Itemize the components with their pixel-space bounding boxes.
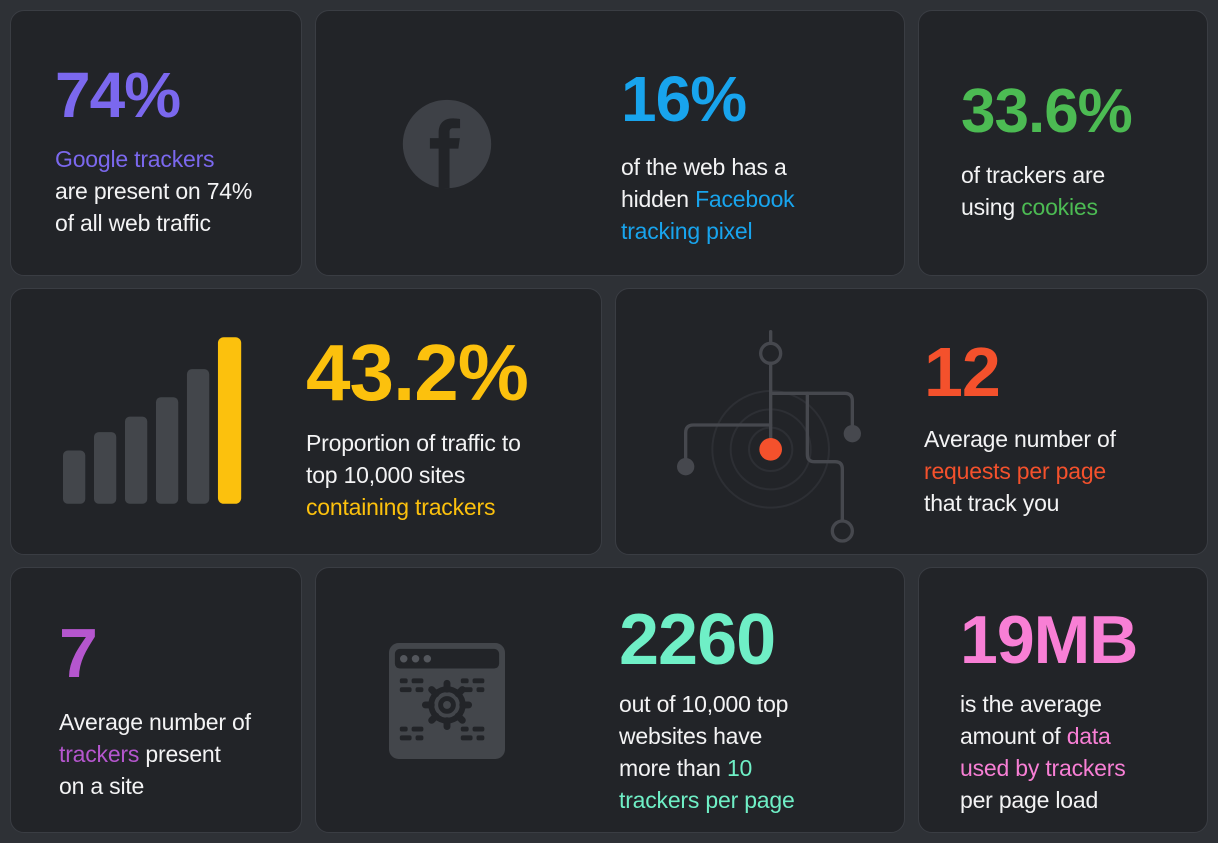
stat-description: out of 10,000 top websites have more than … (619, 691, 795, 813)
card-content: 33.6% of trackers are using cookies (919, 11, 1207, 223)
card-content: 7 Average number of trackers present on a … (11, 568, 301, 802)
card-content: 16% of the web has a hidden Facebook track… (621, 63, 795, 247)
browser-gear-icon (388, 642, 506, 765)
stat-description: Proportion of traffic to top 10,000 sites… (306, 430, 521, 520)
card-data-used: 19MB is the average amount of data used by… (918, 567, 1208, 833)
card-google-trackers: 74% Google trackers are present on 74% of … (10, 10, 302, 276)
card-facebook-pixel: 16% of the web has a hidden Facebook track… (315, 10, 905, 276)
radar-icon (654, 315, 874, 554)
card-traffic-trackers: 43.2% Proportion of traffic to top 10,000… (10, 288, 602, 555)
stat-number: 7 (59, 614, 98, 692)
stat-description: Average number of requests per page that t… (924, 426, 1116, 516)
card-requests-per-page: 12 Average number of requests per page tha… (615, 288, 1208, 555)
card-content: 74% Google trackers are present on 74% of … (11, 11, 301, 239)
stat-number: 43.2% (306, 328, 529, 417)
stat-number: 33.6% (961, 77, 1133, 146)
stat-description: Average number of trackers present on a si… (59, 709, 251, 799)
card-websites-with-trackers: 2260 out of 10,000 top websites have more … (315, 567, 905, 833)
stat-description: of trackers are using cookies (961, 162, 1105, 220)
row-2: 43.2% Proportion of traffic to top 10,000… (10, 288, 1208, 555)
facebook-icon (400, 97, 494, 196)
card-content: 43.2% Proportion of traffic to top 10,000… (306, 328, 529, 523)
card-content: 19MB is the average amount of data used by… (919, 568, 1207, 816)
row-1: 74% Google trackers are present on 74% of … (10, 10, 1208, 276)
card-cookies: 33.6% of trackers are using cookies (918, 10, 1208, 276)
row-3: 7 Average number of trackers present on a … (10, 567, 1208, 833)
stat-number: 16% (621, 63, 747, 135)
stat-number: 2260 (619, 600, 776, 680)
stat-number: 74% (55, 59, 181, 131)
stat-number: 19MB (960, 602, 1138, 678)
stat-description: is the average amount of data used by trac… (960, 691, 1126, 813)
card-content: 12 Average number of requests per page tha… (924, 337, 1116, 519)
stat-description: Google trackers are present on 74% of all … (55, 146, 253, 236)
card-trackers-per-site: 7 Average number of trackers present on a … (10, 567, 302, 833)
stat-number: 12 (924, 333, 1001, 411)
stat-description: of the web has a hidden Facebook tracking … (621, 154, 795, 244)
card-content: 2260 out of 10,000 top websites have more … (619, 604, 795, 816)
bar-chart-icon (63, 337, 247, 509)
